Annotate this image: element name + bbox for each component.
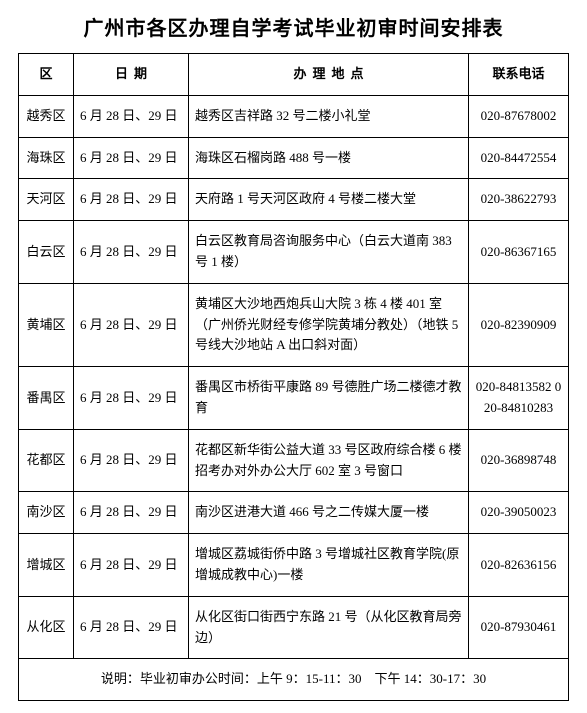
cell-date: 6 月 28 日、29 日: [74, 492, 189, 534]
cell-phone: 020-84813582 020-84810283: [469, 367, 569, 430]
page-title: 广州市各区办理自学考试毕业初审时间安排表: [18, 12, 569, 41]
table-header-row: 区 日期 办理地点 联系电话: [19, 54, 569, 96]
table-row: 增城区 6 月 28 日、29 日 增城区荔城街侨中路 3 号增城社区教育学院(…: [19, 534, 569, 597]
table-note-row: 说明：毕业初审办公时间：上午 9：15-11：30 下午 14：30-17：30: [19, 659, 569, 701]
cell-phone: 020-86367165: [469, 221, 569, 284]
cell-phone: 020-39050023: [469, 492, 569, 534]
cell-date: 6 月 28 日、29 日: [74, 534, 189, 597]
cell-district: 番禺区: [19, 367, 74, 430]
header-date: 日期: [74, 54, 189, 96]
cell-district: 黄埔区: [19, 283, 74, 366]
cell-district: 南沙区: [19, 492, 74, 534]
cell-location: 番禺区市桥街平康路 89 号德胜广场二楼德才教育: [189, 367, 469, 430]
table-body: 越秀区 6 月 28 日、29 日 越秀区吉祥路 32 号二楼小礼堂 020-8…: [19, 95, 569, 700]
cell-phone: 020-87930461: [469, 596, 569, 659]
cell-location: 越秀区吉祥路 32 号二楼小礼堂: [189, 95, 469, 137]
table-row: 海珠区 6 月 28 日、29 日 海珠区石榴岗路 488 号一楼 020-84…: [19, 137, 569, 179]
cell-phone: 020-36898748: [469, 429, 569, 492]
cell-location: 从化区街口街西宁东路 21 号（从化区教育局旁边）: [189, 596, 469, 659]
header-phone: 联系电话: [469, 54, 569, 96]
cell-phone: 020-84472554: [469, 137, 569, 179]
table-row: 从化区 6 月 28 日、29 日 从化区街口街西宁东路 21 号（从化区教育局…: [19, 596, 569, 659]
cell-date: 6 月 28 日、29 日: [74, 137, 189, 179]
cell-location: 南沙区进港大道 466 号之二传媒大厦一楼: [189, 492, 469, 534]
cell-location: 增城区荔城街侨中路 3 号增城社区教育学院(原增城成教中心)一楼: [189, 534, 469, 597]
cell-date: 6 月 28 日、29 日: [74, 221, 189, 284]
table-row: 花都区 6 月 28 日、29 日 花都区新华街公益大道 33 号区政府综合楼 …: [19, 429, 569, 492]
cell-district: 海珠区: [19, 137, 74, 179]
cell-phone: 020-87678002: [469, 95, 569, 137]
cell-location: 天府路 1 号天河区政府 4 号楼二楼大堂: [189, 179, 469, 221]
table-row: 黄埔区 6 月 28 日、29 日 黄埔区大沙地西炮兵山大院 3 栋 4 楼 4…: [19, 283, 569, 366]
table-row: 越秀区 6 月 28 日、29 日 越秀区吉祥路 32 号二楼小礼堂 020-8…: [19, 95, 569, 137]
cell-phone: 020-82636156: [469, 534, 569, 597]
cell-location: 白云区教育局咨询服务中心（白云大道南 383 号 1 楼）: [189, 221, 469, 284]
cell-district: 天河区: [19, 179, 74, 221]
header-location: 办理地点: [189, 54, 469, 96]
cell-phone: 020-82390909: [469, 283, 569, 366]
table-row: 白云区 6 月 28 日、29 日 白云区教育局咨询服务中心（白云大道南 383…: [19, 221, 569, 284]
cell-date: 6 月 28 日、29 日: [74, 429, 189, 492]
cell-location: 黄埔区大沙地西炮兵山大院 3 栋 4 楼 401 室（广州侨光财经专修学院黄埔分…: [189, 283, 469, 366]
header-district: 区: [19, 54, 74, 96]
cell-phone: 020-38622793: [469, 179, 569, 221]
note-cell: 说明：毕业初审办公时间：上午 9：15-11：30 下午 14：30-17：30: [19, 659, 569, 701]
cell-date: 6 月 28 日、29 日: [74, 367, 189, 430]
cell-district: 越秀区: [19, 95, 74, 137]
cell-date: 6 月 28 日、29 日: [74, 596, 189, 659]
table-row: 番禺区 6 月 28 日、29 日 番禺区市桥街平康路 89 号德胜广场二楼德才…: [19, 367, 569, 430]
schedule-table: 区 日期 办理地点 联系电话 越秀区 6 月 28 日、29 日 越秀区吉祥路 …: [18, 53, 569, 701]
cell-date: 6 月 28 日、29 日: [74, 179, 189, 221]
table-row: 南沙区 6 月 28 日、29 日 南沙区进港大道 466 号之二传媒大厦一楼 …: [19, 492, 569, 534]
cell-location: 花都区新华街公益大道 33 号区政府综合楼 6 楼招考办对外办公大厅 602 室…: [189, 429, 469, 492]
cell-date: 6 月 28 日、29 日: [74, 95, 189, 137]
cell-district: 从化区: [19, 596, 74, 659]
cell-district: 花都区: [19, 429, 74, 492]
cell-location: 海珠区石榴岗路 488 号一楼: [189, 137, 469, 179]
cell-district: 增城区: [19, 534, 74, 597]
table-row: 天河区 6 月 28 日、29 日 天府路 1 号天河区政府 4 号楼二楼大堂 …: [19, 179, 569, 221]
cell-district: 白云区: [19, 221, 74, 284]
cell-date: 6 月 28 日、29 日: [74, 283, 189, 366]
